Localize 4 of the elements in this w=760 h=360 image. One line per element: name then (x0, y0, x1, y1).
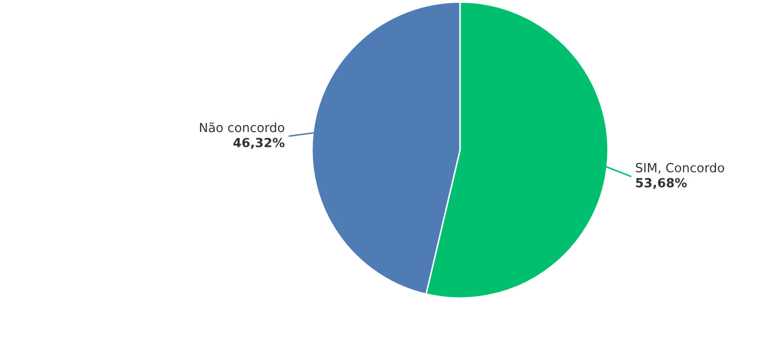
data-label: 46,32% (233, 138, 284, 149)
slice-label: SIM, Concordo (636, 162, 724, 174)
slice-label: Não concordo (200, 122, 284, 132)
data-label: 53,68% (636, 178, 687, 190)
